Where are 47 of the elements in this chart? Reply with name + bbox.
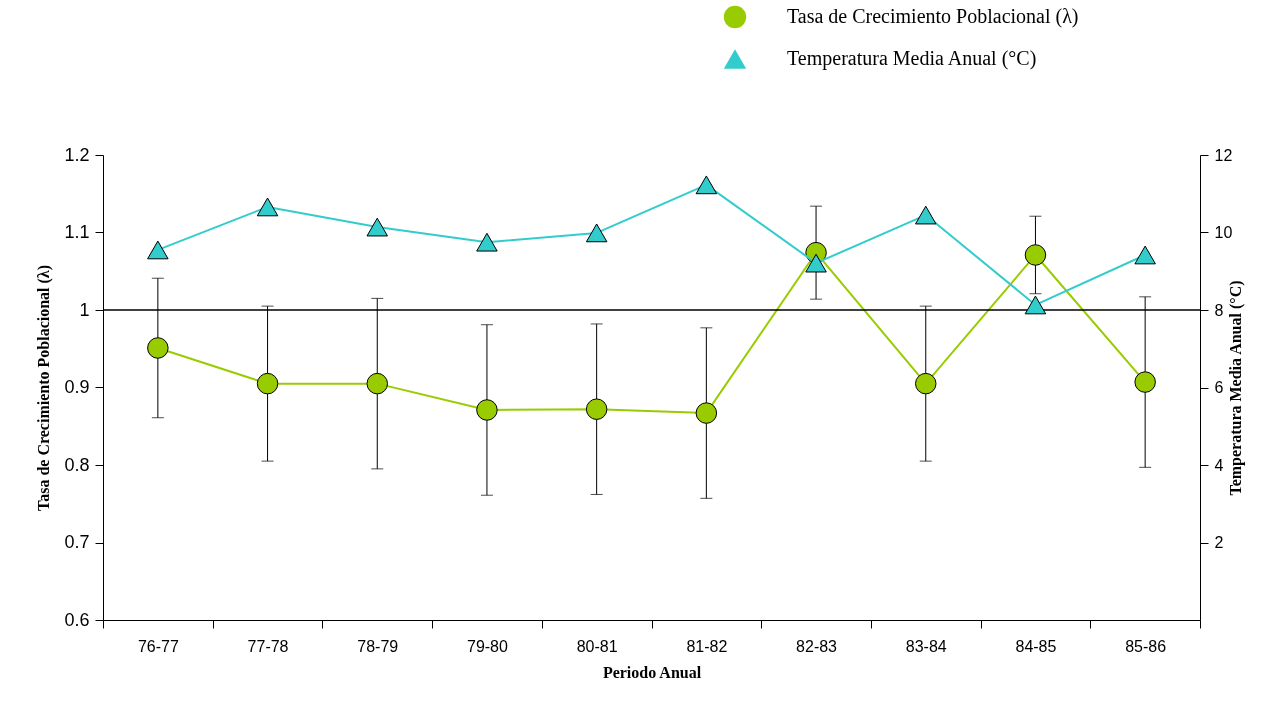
point <box>1134 371 1156 393</box>
point <box>366 217 388 237</box>
x-tick-label: 79-80 <box>466 637 509 655</box>
point <box>476 232 498 252</box>
point <box>805 253 827 273</box>
point <box>256 197 279 217</box>
x-tick-label: 77-78 <box>247 637 289 655</box>
y2-tick-label: 4 <box>1214 456 1224 474</box>
point <box>1134 245 1156 265</box>
point <box>915 372 937 395</box>
point <box>256 372 279 395</box>
y2-tick-label: 8 <box>1214 301 1224 319</box>
y-tick-label: 1 <box>79 299 90 320</box>
point <box>1024 295 1047 315</box>
point <box>147 337 169 359</box>
x-tick-label: 81-82 <box>686 637 728 655</box>
y-tick-label: 0.6 <box>64 609 90 630</box>
x-tick-label: 83-84 <box>905 637 947 655</box>
point <box>366 372 388 395</box>
y-tick-label: 0.9 <box>64 377 90 397</box>
legend-label: Temperatura Media Anual (°C) <box>787 47 1037 70</box>
y-axis-title: Tasa de Crecimiento Poblacional (λ) <box>35 264 54 512</box>
x-tick-label: 80-81 <box>576 637 618 655</box>
x-tick-label: 82-83 <box>796 637 838 655</box>
point <box>1024 244 1047 266</box>
x-tick-label: 76-77 <box>137 637 179 655</box>
y-tick-label: 0.8 <box>64 454 90 475</box>
y-tick-label: 1.2 <box>64 144 90 165</box>
x-tick-label: 78-79 <box>357 637 399 655</box>
x-axis-title: Periodo Anual <box>602 663 702 681</box>
legend-label: Tasa de Crecimiento Poblacional (λ) <box>787 5 1079 28</box>
point <box>585 223 608 243</box>
point <box>915 205 937 225</box>
x-tick-label: 84-85 <box>1015 637 1057 655</box>
y-tick-label: 0.7 <box>64 532 90 552</box>
y2-axis-title: Temperatura Media Anual (°C) <box>1227 280 1246 496</box>
point <box>585 398 608 420</box>
point <box>147 240 169 260</box>
y2-tick-label: 2 <box>1214 534 1224 551</box>
y-tick-label: 1.1 <box>64 222 90 242</box>
point <box>476 399 498 421</box>
y2-tick-label: 12 <box>1214 146 1233 164</box>
x-tick-label: 85-86 <box>1125 637 1167 655</box>
point <box>695 175 718 195</box>
y2-tick-label: 10 <box>1214 224 1233 241</box>
y2-tick-label: 6 <box>1214 379 1224 396</box>
point <box>695 402 718 424</box>
